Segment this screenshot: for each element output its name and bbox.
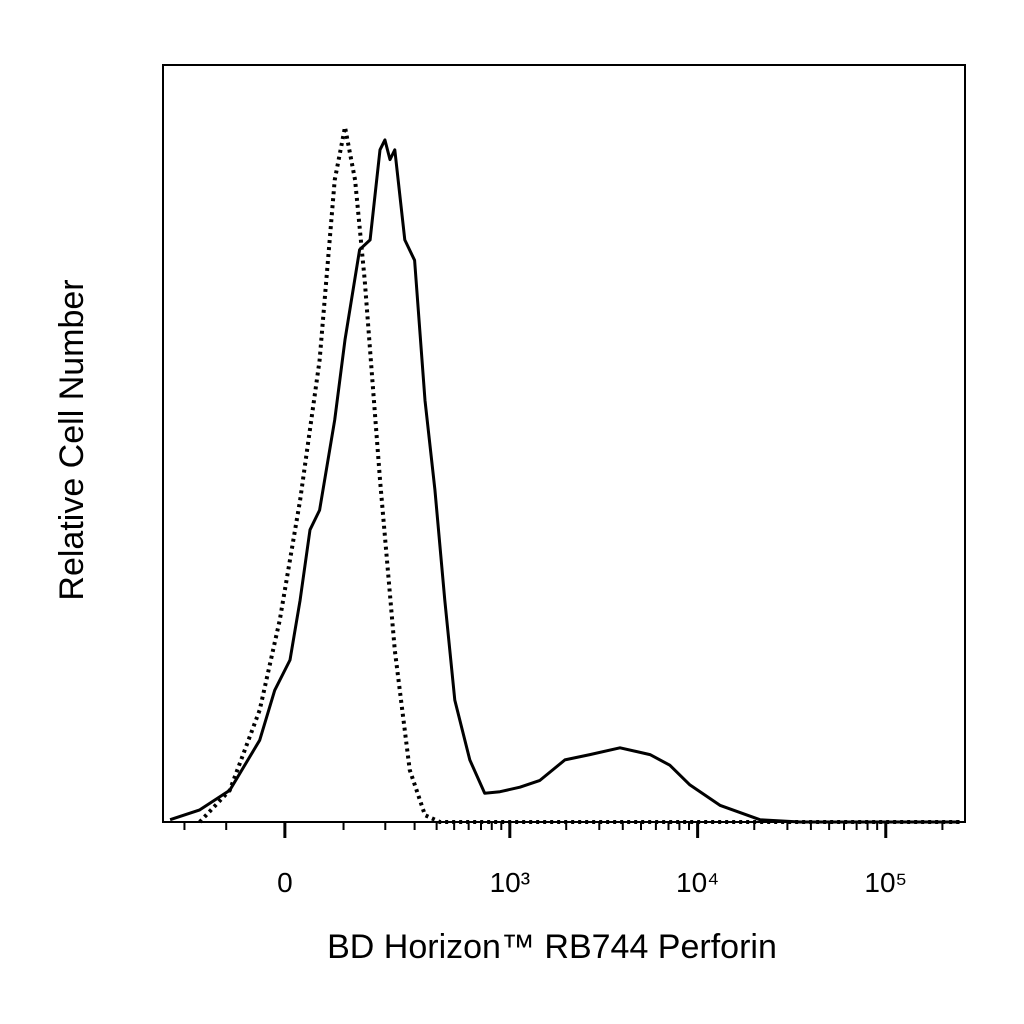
x-tick-label: 10⁵ — [864, 867, 907, 898]
histogram-line — [198, 125, 960, 824]
histogram-line — [169, 138, 960, 824]
x-tick-label: 10⁴ — [676, 867, 719, 898]
x-tick-label: 10³ — [490, 867, 530, 898]
x-tick-label: 0 — [277, 867, 293, 898]
x-axis-label: BD Horizon™ RB744 Perforin — [327, 928, 777, 966]
plot-frame — [162, 64, 966, 823]
y-axis-label: Relative Cell Number — [53, 279, 91, 600]
